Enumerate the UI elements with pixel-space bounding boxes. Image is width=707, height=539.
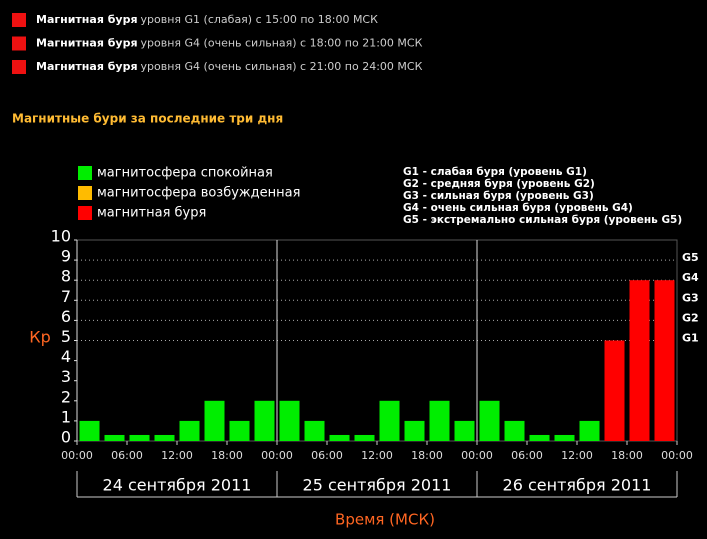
- bar: [204, 400, 225, 441]
- bar: [554, 434, 575, 441]
- y2-tick-label: G3: [682, 291, 699, 304]
- alert-title: Магнитная буря: [36, 13, 138, 26]
- y-tick-label: 0: [61, 428, 71, 447]
- alert-detail: уровня G4 (очень сильная) с 21:00 по 24:…: [141, 60, 423, 73]
- legend-swatch: [78, 166, 92, 180]
- g-legend-line: G2 - средняя буря (уровень G2): [403, 178, 595, 190]
- bar: [529, 434, 550, 441]
- legend-swatch: [78, 206, 92, 220]
- x-tick-label: 00:00: [61, 449, 93, 462]
- alert-text: Магнитная буря уровня G1 (слабая) с 15:00…: [36, 13, 378, 26]
- bar: [604, 340, 625, 441]
- bar: [504, 420, 525, 441]
- g-legend-line: G5 - экстремально сильная буря (уровень …: [403, 214, 682, 226]
- bar: [454, 420, 475, 441]
- alert-text: Магнитная буря уровня G4 (очень сильная) …: [36, 37, 423, 50]
- bar: [654, 280, 675, 441]
- g-legend-line: G4 - очень сильная буря (уровень G4): [403, 202, 633, 214]
- y-tick-label: 1: [61, 407, 71, 426]
- y2-tick-label: G1: [682, 332, 699, 345]
- y-tick-label: 3: [61, 367, 71, 386]
- alert-title: Магнитная буря: [36, 37, 138, 50]
- bar: [154, 434, 175, 441]
- y-tick-label: 2: [61, 387, 71, 406]
- bar: [479, 400, 500, 441]
- legend-label: магнитосфера возбужденная: [97, 186, 300, 201]
- alert-title: Магнитная буря: [36, 60, 138, 73]
- bar: [179, 420, 200, 441]
- legend-swatch: [78, 186, 92, 200]
- y2-tick-label: G2: [682, 311, 699, 324]
- x-tick-label: 06:00: [111, 449, 143, 462]
- x-tick-label: 12:00: [561, 449, 593, 462]
- bar: [304, 420, 325, 441]
- x-tick-label: 06:00: [311, 449, 343, 462]
- alert-icon: [12, 13, 26, 27]
- bar: [129, 434, 150, 441]
- y-tick-label: 10: [51, 227, 71, 246]
- bar: [404, 420, 425, 441]
- x-axis-title: Время (МСК): [335, 511, 435, 529]
- bar: [329, 434, 350, 441]
- day-label: 26 сентября 2011: [503, 476, 652, 495]
- legend-label: магнитная буря: [97, 206, 206, 221]
- x-tick-label: 18:00: [211, 449, 243, 462]
- alert-icon: [12, 60, 26, 74]
- bar: [429, 400, 450, 441]
- y-axis-title: Кр: [29, 328, 51, 347]
- bar: [579, 420, 600, 441]
- alert-detail: уровня G4 (очень сильная) с 18:00 по 21:…: [141, 37, 423, 50]
- bar: [104, 434, 125, 441]
- y-tick-label: 5: [61, 327, 71, 346]
- x-tick-label: 18:00: [611, 449, 643, 462]
- y-tick-label: 4: [61, 347, 71, 366]
- y-tick-label: 9: [61, 247, 71, 266]
- x-tick-label: 00:00: [461, 449, 493, 462]
- bar: [279, 400, 300, 441]
- y-tick-label: 7: [61, 287, 71, 306]
- y-tick-label: 6: [61, 307, 71, 326]
- section-title: Магнитные бури за последние три дня: [12, 112, 283, 126]
- y-tick-label: 8: [61, 267, 71, 286]
- alert-icon: [12, 36, 26, 51]
- bar: [254, 400, 275, 441]
- x-tick-label: 06:00: [511, 449, 543, 462]
- bar: [79, 420, 100, 441]
- y2-tick-label: G5: [682, 251, 699, 264]
- x-tick-label: 00:00: [261, 449, 293, 462]
- bar: [229, 420, 250, 441]
- day-label: 25 сентября 2011: [303, 476, 452, 495]
- bar: [379, 400, 400, 441]
- g-legend-line: G3 - сильная буря (уровень G3): [403, 190, 594, 202]
- day-label: 24 сентября 2011: [103, 476, 252, 495]
- x-tick-label: 00:00: [661, 449, 693, 462]
- x-tick-label: 12:00: [361, 449, 393, 462]
- bar: [354, 434, 375, 441]
- bar: [629, 280, 650, 441]
- x-tick-label: 18:00: [411, 449, 443, 462]
- legend-label: магнитосфера спокойная: [97, 166, 273, 181]
- g-legend-line: G1 - слабая буря (уровень G1): [403, 166, 587, 178]
- alert-detail: уровня G1 (слабая) с 15:00 по 18:00 МСК: [141, 13, 379, 26]
- y2-tick-label: G4: [682, 271, 699, 284]
- alert-text: Магнитная буря уровня G4 (очень сильная) …: [36, 60, 423, 73]
- x-tick-label: 12:00: [161, 449, 193, 462]
